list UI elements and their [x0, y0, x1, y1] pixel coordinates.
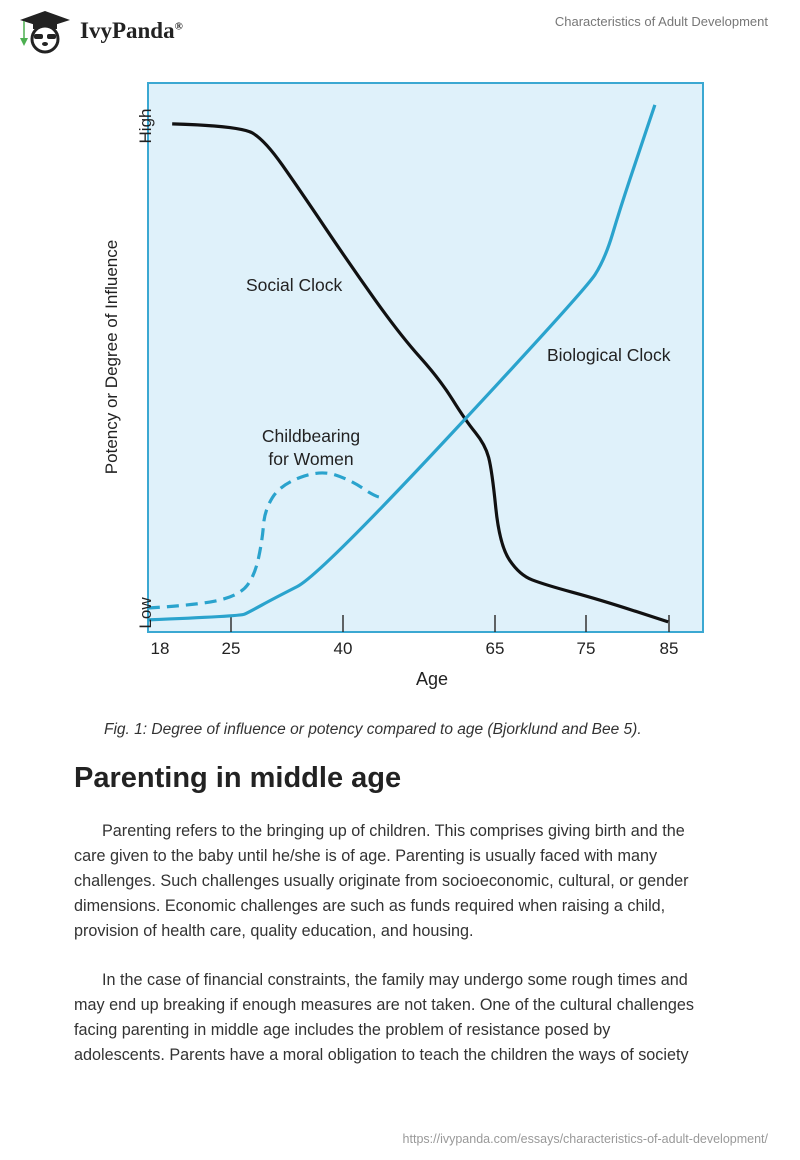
text-line: may end up breaking if enough measures a… [74, 996, 695, 1014]
text-line: adolescents. Parents have a moral obliga… [74, 1046, 689, 1064]
text-line: Parenting refers to the bringing up of c… [102, 822, 685, 840]
x-tick-label: 75 [577, 639, 596, 658]
label-social-clock: Social Clock [246, 275, 343, 295]
series-line-childbearing-for-women [147, 471, 386, 610]
figure-caption: Fig. 1: Degree of influence or potency c… [104, 721, 642, 738]
text-line: dimensions. Economic challenges are such… [74, 897, 666, 915]
influence-vs-age-chart: 18 25 40 65 75 85 High Low Potency or Degree … [102, 82, 704, 689]
registered-mark: ® [174, 20, 183, 33]
panda-graduate-icon [20, 11, 70, 54]
y-tick-high: High [136, 109, 155, 144]
x-tick-label: 40 [334, 639, 353, 658]
brand-name: IvyPanda [80, 18, 175, 43]
x-tick-label: 25 [222, 639, 241, 658]
series-line-social-clock [172, 122, 669, 624]
y-axis-label: Potency or Degree of Influence [102, 240, 121, 474]
x-tick-label: 18 [151, 639, 170, 658]
plot-area [147, 82, 704, 633]
x-tick-label: 65 [486, 639, 505, 658]
text-line: In the case of financial constraints, th… [102, 971, 688, 989]
source-url[interactable]: https://ivypanda.com/essays/characterist… [402, 1132, 768, 1146]
section-heading: Parenting in middle age [74, 762, 402, 794]
paragraph-2: In the case of financial constraints, th… [74, 968, 694, 1068]
label-biological-clock: Biological Clock [547, 345, 671, 365]
y-tick-low: Low [136, 597, 155, 629]
ivypanda-logo[interactable]: IvyPanda® [16, 8, 183, 54]
document-title: Characteristics of Adult Development [554, 14, 768, 29]
label-childbearing-2: for Women [268, 449, 353, 469]
paragraph-1: Parenting refers to the bringing up of c… [74, 819, 689, 944]
series-line-biological-clock [147, 104, 657, 622]
text-line: challenges. Such challenges usually orig… [74, 872, 689, 890]
x-axis-label: Age [416, 669, 448, 689]
text-line: provision of health care, quality educat… [74, 922, 474, 940]
x-tick-label: 85 [660, 639, 679, 658]
label-childbearing-1: Childbearing [262, 426, 360, 446]
text-line: care given to the baby until he/she is o… [74, 847, 658, 865]
text-line: facing parenting in middle age includes … [74, 1021, 611, 1039]
